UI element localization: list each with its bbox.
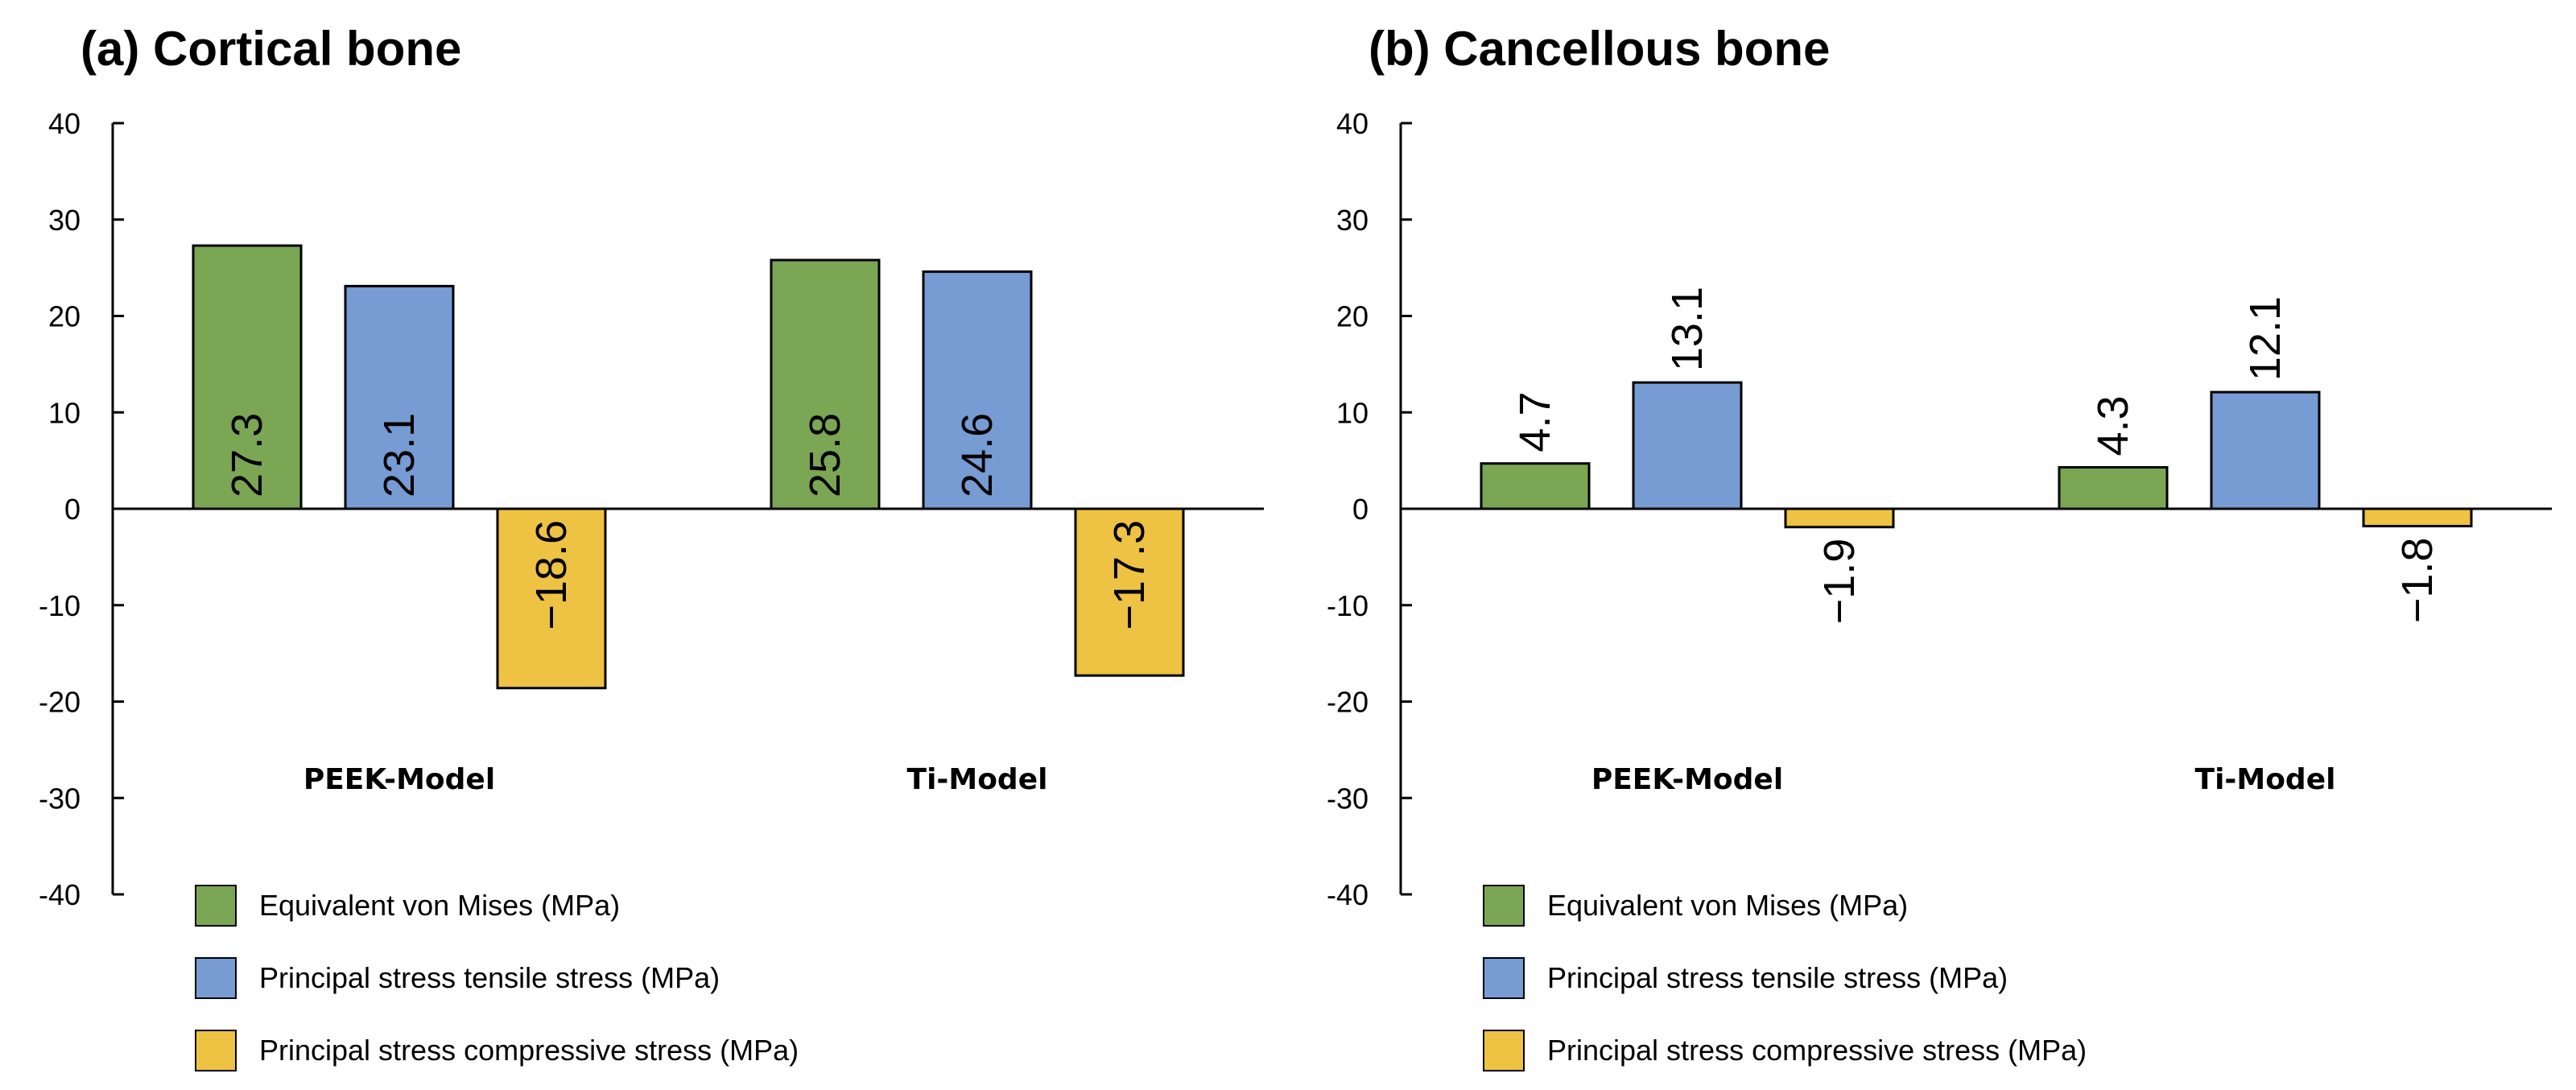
legend-item-von-mises: Equivalent von Mises (MPa) (195, 869, 799, 942)
legend-swatch (195, 957, 237, 999)
category-label: PEEK-Model (1591, 763, 1783, 796)
y-tick-label: -40 (39, 878, 80, 911)
data-label: 13.1 (1663, 287, 1711, 371)
legend-swatch (1483, 1030, 1525, 1071)
data-label: 25.8 (801, 413, 849, 498)
y-tick-label: 10 (1336, 396, 1368, 429)
y-tick-label: 0 (64, 493, 80, 526)
bar-tensile (1632, 381, 1743, 510)
legend-item-tensile: Principal stress tensile stress (MPa) (1483, 942, 2087, 1014)
chart-panel-cancellous: (b) Cancellous bone 40 30 20 10 0 -10 -20 -30 -4… (1288, 0, 2576, 1090)
y-tick-label: 0 (1352, 493, 1368, 526)
y-tick-label: 40 (1336, 107, 1368, 140)
legend-swatch (195, 1030, 237, 1071)
legend-swatch (195, 885, 237, 927)
legend-label: Equivalent von Mises (MPa) (1547, 889, 1909, 922)
data-label: 27.3 (223, 413, 271, 498)
bar-compressive (1074, 507, 1185, 677)
data-label: −18.6 (527, 520, 576, 630)
bar-von-mises (2058, 466, 2169, 510)
y-tick-label: -10 (39, 589, 80, 622)
legend-swatch (1483, 957, 1525, 999)
y-tick-label: 40 (48, 107, 80, 140)
legend-item-compressive: Principal stress compressive stress (MPa… (1483, 1014, 2087, 1087)
chart-panel-cortical: (a) Cortical bone 40 30 20 10 0 -10 -20 -30 -40 2… (39, 22, 1264, 1087)
y-tick-label: 20 (48, 300, 80, 333)
chart-legend: Equivalent von Mises (MPa) Principal stre… (1483, 869, 2087, 1087)
legend-label: Equivalent von Mises (MPa) (259, 889, 621, 922)
y-tick-label: -30 (39, 782, 80, 815)
chart-title: (b) Cancellous bone (1368, 22, 1831, 76)
y-tick-label: 30 (48, 204, 80, 237)
data-label: −1.8 (2393, 538, 2442, 624)
data-label: 24.6 (953, 413, 1001, 498)
y-tick-label: 30 (1336, 204, 1368, 237)
legend-label: Principal stress tensile stress (MPa) (259, 961, 720, 994)
bar-von-mises (770, 258, 881, 510)
chart-plot: 40 30 20 10 0 -10 -20 -30 -40 4.7 13.1 −1.9 PEEK-Mod… (1327, 107, 2552, 911)
bar-compressive (1784, 507, 1895, 529)
data-label: 23.1 (375, 413, 423, 498)
bar-tensile (922, 270, 1033, 510)
legend-label: Principal stress compressive stress (MPa… (259, 1034, 799, 1067)
bar-compressive (2362, 507, 2473, 528)
y-tick-label: 20 (1336, 300, 1368, 333)
y-tick-label: -20 (1327, 686, 1368, 719)
data-label: 4.7 (1511, 392, 1559, 452)
bar-von-mises (192, 244, 303, 510)
bar-tensile (344, 284, 455, 510)
bar-tensile (2210, 390, 2321, 510)
data-label: −17.3 (1105, 520, 1154, 630)
legend-label: Principal stress tensile stress (MPa) (1547, 961, 2008, 994)
legend-item-tensile: Principal stress tensile stress (MPa) (195, 942, 799, 1014)
category-label: PEEK-Model (303, 763, 495, 796)
data-label: −1.9 (1815, 539, 1864, 625)
chart-title: (a) Cortical bone (80, 22, 462, 76)
legend-item-compressive: Principal stress compressive stress (MPa… (195, 1014, 799, 1087)
data-label: 12.1 (2241, 296, 2289, 381)
y-tick-label: -30 (1327, 782, 1368, 815)
bar-compressive (496, 507, 607, 690)
legend-item-von-mises: Equivalent von Mises (MPa) (1483, 869, 2087, 942)
legend-swatch (1483, 885, 1525, 927)
data-label: 4.3 (2089, 395, 2137, 456)
category-label: Ti-Model (907, 763, 1048, 796)
y-tick-label: -20 (39, 686, 80, 719)
chart-legend: Equivalent von Mises (MPa) Principal stre… (195, 869, 799, 1087)
legend-label: Principal stress compressive stress (MPa… (1547, 1034, 2087, 1067)
chart-plot: 40 30 20 10 0 -10 -20 -30 -40 27.3 23.1 −18.6 PEEK-M… (39, 107, 1264, 911)
y-tick-label: 10 (48, 396, 80, 429)
y-tick-label: -40 (1327, 878, 1368, 911)
y-tick-label: -10 (1327, 589, 1368, 622)
bar-von-mises (1480, 462, 1591, 510)
category-label: Ti-Model (2195, 763, 2336, 796)
